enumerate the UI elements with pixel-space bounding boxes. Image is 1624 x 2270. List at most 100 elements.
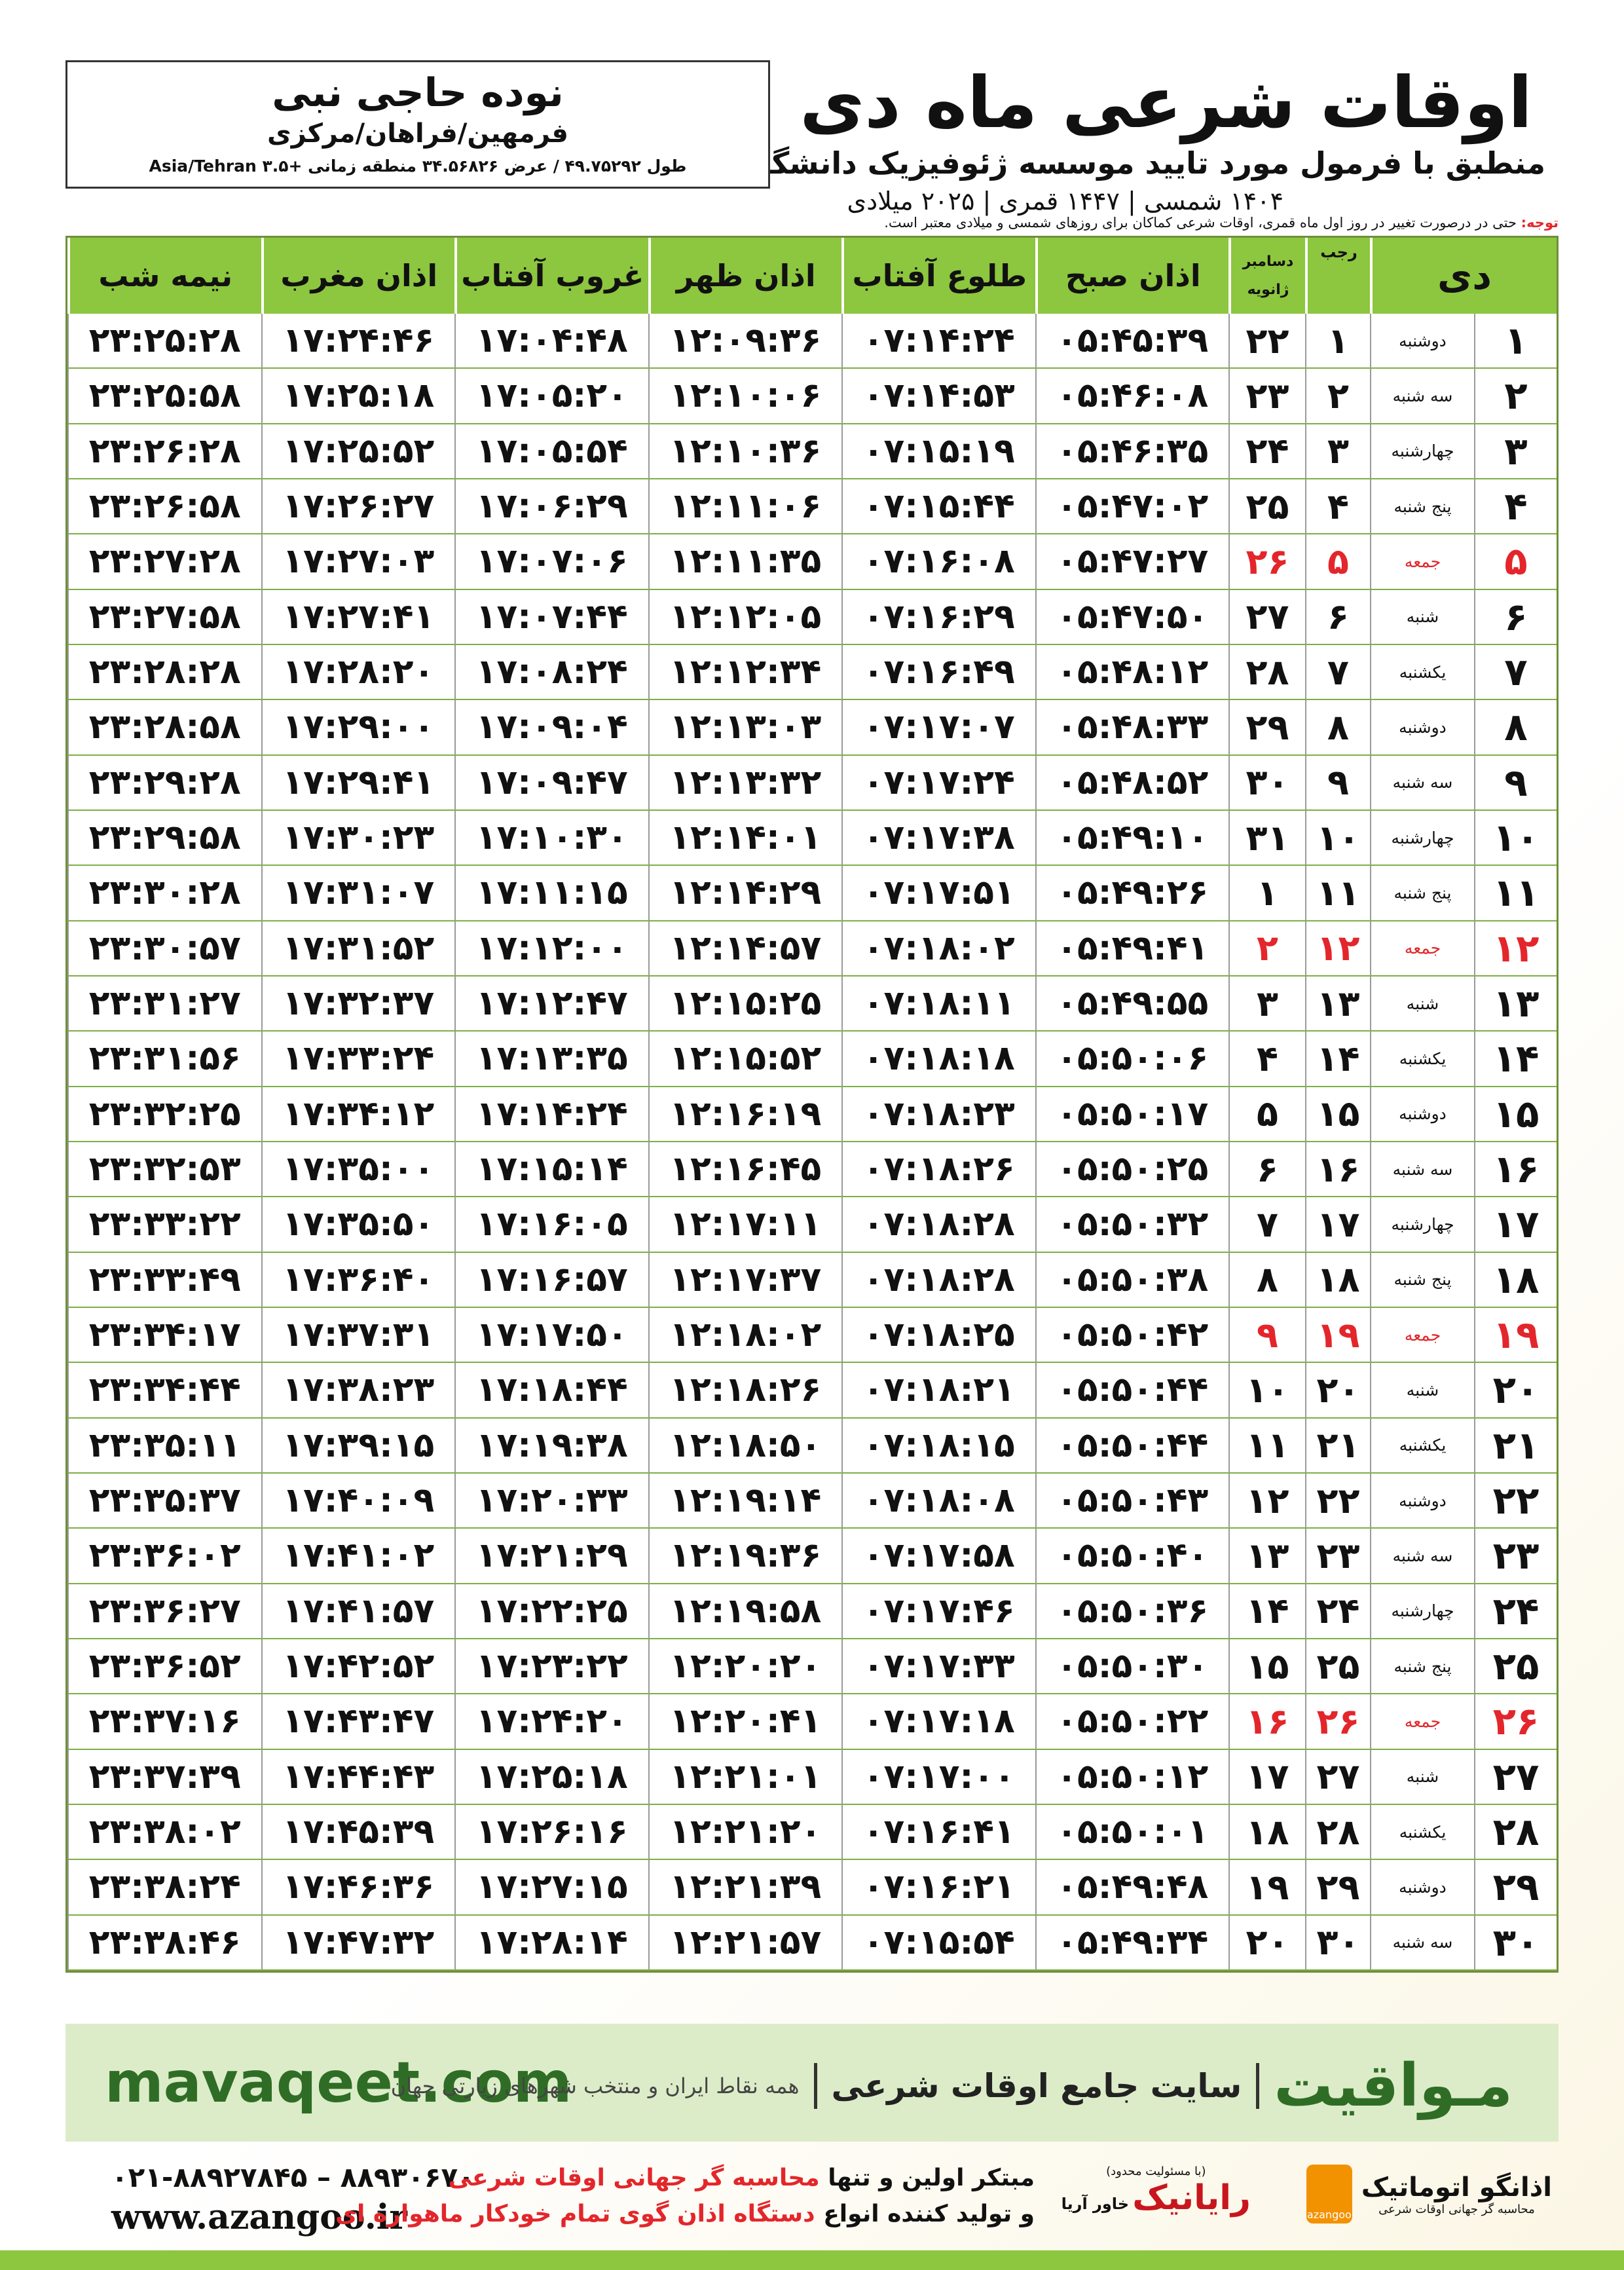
dhuhr: ۱۲:۲۰:۲۰ <box>648 1639 841 1695</box>
promo-line: و تولید کننده انواع دستگاه اذان گوی تمام… <box>335 2201 1035 2227</box>
note-text: حتی در درصورت تغییر در روز اول ماه قمری،… <box>884 215 1517 231</box>
sunset: ۱۷:۲۴:۲۰ <box>454 1694 648 1750</box>
weekday: سه شنبه <box>1370 1142 1474 1198</box>
weekday: سه شنبه <box>1370 1915 1474 1971</box>
midnight: ۲۳:۳۰:۲۸ <box>67 866 261 921</box>
sunrise: ۰۷:۱۷:۳۸ <box>841 811 1035 866</box>
maghrib: ۱۷:۳۹:۱۵ <box>261 1418 454 1474</box>
dhuhr: ۱۲:۱۵:۲۵ <box>648 977 841 1032</box>
rajab-day: ۹ <box>1305 755 1370 811</box>
day-number: ۱۵ <box>1474 1087 1557 1142</box>
date-line: ۱۴۰۴ شمسی | ۱۴۴۷ قمری | ۲۰۲۵ میلادی <box>847 187 1283 215</box>
sunrise: ۰۷:۱۷:۵۱ <box>841 866 1035 921</box>
sunset: ۱۷:۱۸:۴۴ <box>454 1363 648 1419</box>
rajab-day: ۱۶ <box>1305 1142 1370 1198</box>
dhuhr: ۱۲:۱۷:۳۷ <box>648 1252 841 1308</box>
dhuhr: ۱۲:۱۶:۴۵ <box>648 1142 841 1198</box>
sunrise: ۰۷:۱۸:۱۱ <box>841 977 1035 1032</box>
weekday: جمعه <box>1370 1694 1474 1750</box>
gregorian-day: ۷ <box>1228 1197 1305 1253</box>
rajab-day: ۱۵ <box>1305 1087 1370 1142</box>
fajr: ۰۵:۵۰:۱۷ <box>1035 1087 1228 1142</box>
gregorian-day: ۱ <box>1228 866 1305 921</box>
dhuhr: ۱۲:۱۲:۳۴ <box>648 645 841 701</box>
sunset: ۱۷:۲۶:۱۶ <box>454 1805 648 1861</box>
gregorian-day: ۳۱ <box>1228 811 1305 866</box>
fajr: ۰۵:۵۰:۰۶ <box>1035 1032 1228 1087</box>
maghrib: ۱۷:۴۱:۰۲ <box>261 1529 454 1584</box>
note-label: توجه: <box>1521 215 1559 231</box>
dhuhr: ۱۲:۲۱:۰۱ <box>648 1749 841 1805</box>
day-number: ۳۰ <box>1474 1915 1557 1971</box>
maghrib: ۱۷:۳۷:۳۱ <box>261 1308 454 1364</box>
website[interactable]: www.azangoo.ir <box>111 2197 407 2237</box>
sunrise: ۰۷:۱۸:۱۵ <box>841 1418 1035 1474</box>
fajr: ۰۵:۴۶:۳۵ <box>1035 424 1228 479</box>
maghrib: ۱۷:۳۱:۰۷ <box>261 866 454 921</box>
weekday: جمعه <box>1370 1308 1474 1364</box>
fajr: ۰۵:۵۰:۴۰ <box>1035 1529 1228 1584</box>
dhuhr: ۱۲:۰۹:۳۶ <box>648 314 841 369</box>
maghrib: ۱۷:۳۴:۱۲ <box>261 1087 454 1142</box>
sunset: ۱۷:۲۵:۱۸ <box>454 1749 648 1805</box>
rajab-day: ۱ <box>1305 314 1370 369</box>
fajr: ۰۵:۵۰:۱۲ <box>1035 1749 1228 1805</box>
fajr: ۰۵:۴۸:۵۲ <box>1035 755 1228 811</box>
gregorian-day: ۲ <box>1228 921 1305 977</box>
logo-rayanik: (با مسئولیت محدود) رایانیک خاور آریا <box>1061 2165 1251 2218</box>
midnight: ۲۳:۲۷:۲۸ <box>67 534 261 590</box>
maghrib: ۱۷:۴۱:۵۷ <box>261 1584 454 1639</box>
logo-sub: خاور آریا <box>1061 2195 1130 2213</box>
rajab-day: ۱۴ <box>1305 1032 1370 1087</box>
site-url[interactable]: mavaqeet.com <box>105 2050 572 2115</box>
note: توجه: حتی در درصورت تغییر در روز اول ماه… <box>884 215 1559 231</box>
rajab-day: ۱۸ <box>1305 1252 1370 1308</box>
fajr: ۰۵:۴۹:۱۰ <box>1035 811 1228 866</box>
fajr: ۰۵:۴۷:۰۲ <box>1035 479 1228 535</box>
dhuhr: ۱۲:۱۷:۱۱ <box>648 1197 841 1253</box>
fajr: ۰۵:۵۰:۲۵ <box>1035 1142 1228 1198</box>
day-number: ۸ <box>1474 700 1557 756</box>
sunset: ۱۷:۰۷:۴۴ <box>454 589 648 645</box>
midnight: ۲۳:۳۰:۵۷ <box>67 921 261 977</box>
maghrib: ۱۷:۴۲:۵۲ <box>261 1639 454 1695</box>
header-time: اذان صبح <box>1035 238 1228 314</box>
day-number: ۱۹ <box>1474 1308 1557 1364</box>
midnight: ۲۳:۲۹:۵۸ <box>67 811 261 866</box>
weekday: یکشنبه <box>1370 645 1474 701</box>
promo-line: مبتکر اولین و تنها محاسبه گر جهانی اوقات… <box>449 2165 1035 2191</box>
weekday: یکشنبه <box>1370 1032 1474 1087</box>
weekday: دوشنبه <box>1370 314 1474 369</box>
dhuhr: ۱۲:۱۹:۱۴ <box>648 1474 841 1529</box>
times-table: دی رجب دسامبر ژانویه اذان صبح طلوع آفتاب اذان … <box>65 236 1559 1973</box>
dhuhr: ۱۲:۱۸:۲۶ <box>648 1363 841 1419</box>
midnight: ۲۳:۳۴:۱۷ <box>67 1308 261 1364</box>
rajab-day: ۱۰ <box>1305 811 1370 866</box>
dhuhr: ۱۲:۱۰:۳۶ <box>648 424 841 479</box>
dhuhr: ۱۲:۱۸:۵۰ <box>648 1418 841 1474</box>
fajr: ۰۵:۵۰:۴۴ <box>1035 1418 1228 1474</box>
maghrib: ۱۷:۲۵:۱۸ <box>261 369 454 424</box>
rajab-day: ۲۱ <box>1305 1418 1370 1474</box>
promo-text: مبتکر اولین و تنها <box>828 2165 1035 2191</box>
weekday: دوشنبه <box>1370 1474 1474 1529</box>
sunset: ۱۷:۰۹:۴۷ <box>454 755 648 811</box>
dhuhr: ۱۲:۱۵:۵۲ <box>648 1032 841 1087</box>
weekday: پنج شنبه <box>1370 1252 1474 1308</box>
weekday: دوشنبه <box>1370 700 1474 756</box>
fajr: ۰۵:۵۰:۳۰ <box>1035 1639 1228 1695</box>
promo-highlight: محاسبه گر جهانی اوقات شرعی <box>448 2165 820 2191</box>
maghrib: ۱۷:۳۲:۳۷ <box>261 977 454 1032</box>
day-number: ۵ <box>1474 534 1557 590</box>
weekday: یکشنبه <box>1370 1418 1474 1474</box>
sunrise: ۰۷:۱۶:۴۹ <box>841 645 1035 701</box>
maghrib: ۱۷:۳۳:۲۴ <box>261 1032 454 1087</box>
maghrib: ۱۷:۴۰:۰۹ <box>261 1474 454 1529</box>
promo-text: و تولید کننده انواع <box>823 2201 1035 2227</box>
gregorian-day: ۲۴ <box>1228 424 1305 479</box>
promo-highlight: دستگاه اذان گوی تمام خودکار ماهواره ای <box>335 2201 815 2227</box>
midnight: ۲۳:۲۶:۲۸ <box>67 424 261 479</box>
logo-latin: azangoo <box>1306 2208 1352 2221</box>
sunrise: ۰۷:۱۶:۴۱ <box>841 1805 1035 1861</box>
sunset: ۱۷:۰۸:۲۴ <box>454 645 648 701</box>
